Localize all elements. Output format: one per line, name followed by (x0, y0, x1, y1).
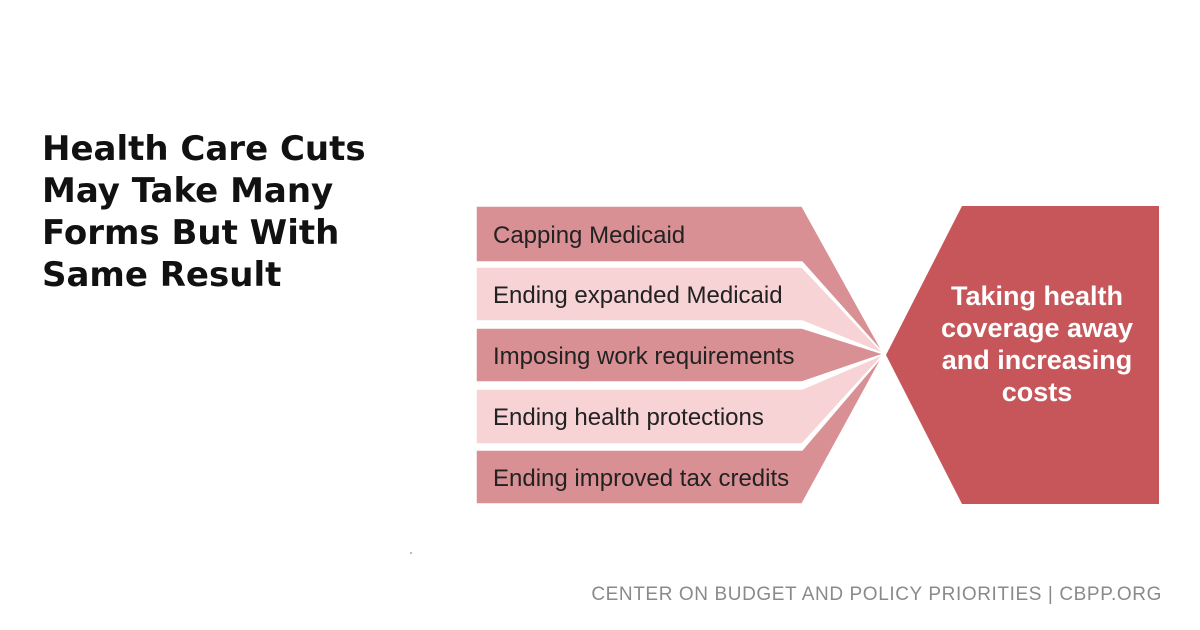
result-line-1: Taking health (951, 281, 1123, 311)
item-labels: Capping Medicaid Ending expanded Medicai… (493, 222, 794, 492)
item-band-5 (475, 353, 885, 505)
stray-dot (410, 552, 412, 554)
result-line-3: and increasing (942, 345, 1133, 375)
page-title: Health Care Cuts May Take Many Forms But… (42, 129, 366, 295)
result-line-2: coverage away (941, 313, 1133, 343)
result-line-4: costs (1002, 377, 1073, 407)
footer-credit: CENTER ON BUDGET AND POLICY PRIORITIES |… (591, 584, 1162, 605)
item-band-2 (475, 266, 885, 355)
item-label-3: Imposing work requirements (493, 343, 794, 370)
item-label-4: Ending health protections (493, 404, 764, 431)
item-label-5: Ending improved tax credits (493, 465, 789, 492)
result-box (886, 206, 1159, 504)
item-band-3 (475, 327, 885, 383)
item-bands (475, 205, 885, 505)
item-label-2: Ending expanded Medicaid (493, 282, 783, 309)
result-label: Taking health coverage away and increasi… (941, 281, 1133, 407)
item-band-1 (475, 205, 885, 355)
item-label-1: Capping Medicaid (493, 222, 685, 249)
item-band-4 (475, 353, 885, 445)
